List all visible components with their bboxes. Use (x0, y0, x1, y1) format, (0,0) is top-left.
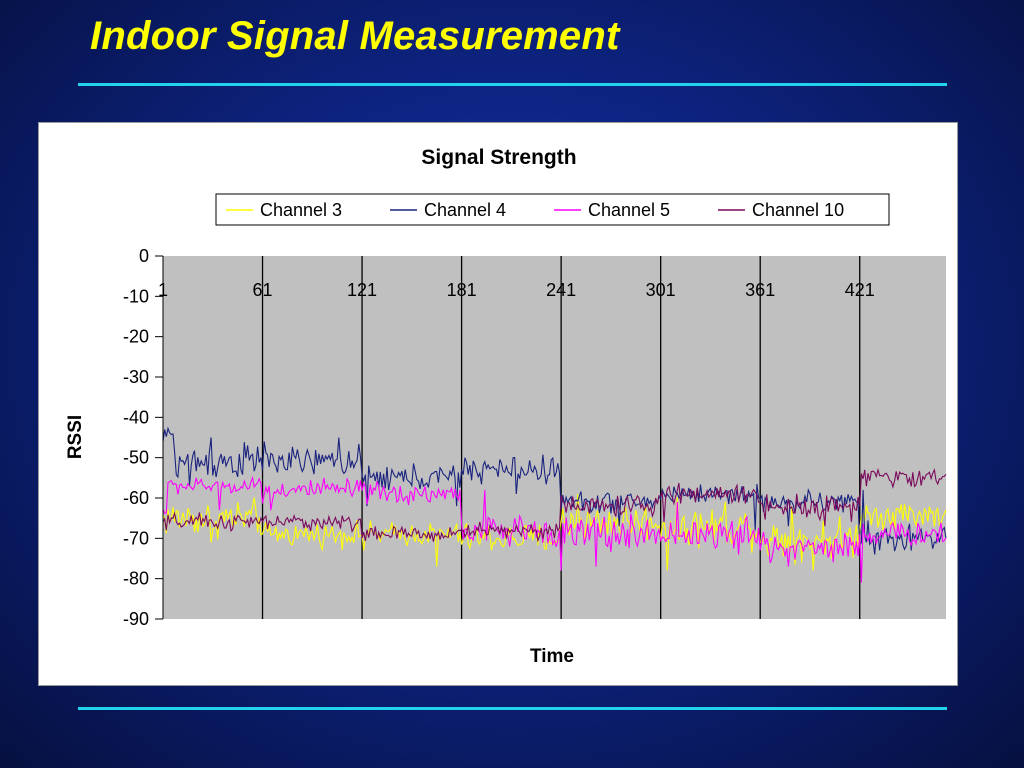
y-tick-label: -20 (123, 327, 149, 347)
series-line-channel-10 (162, 467, 947, 543)
legend-label: Channel 4 (424, 200, 506, 220)
y-tick-label: 0 (139, 246, 149, 266)
x-tick-label: 361 (745, 280, 775, 300)
y-tick-label: -80 (123, 569, 149, 589)
top-divider (78, 83, 947, 86)
x-tick-label: 121 (347, 280, 377, 300)
legend-label: Channel 3 (260, 200, 342, 220)
plot-area (163, 256, 946, 619)
y-tick-label: -70 (123, 528, 149, 548)
series-line-channel-3 (162, 493, 947, 571)
bottom-divider (78, 707, 947, 710)
x-tick-label: 301 (646, 280, 676, 300)
y-tick-label: -40 (123, 407, 149, 427)
legend-label: Channel 5 (588, 200, 670, 220)
legend: Channel 3 Channel 4 Channel 5 Channel 10 (215, 193, 890, 226)
slide-title: Indoor Signal Measurement (90, 14, 620, 58)
y-tick-label: -30 (123, 367, 149, 387)
x-tick-label: 61 (253, 280, 273, 300)
chart-title: Signal Strength (421, 146, 576, 169)
x-tick-label: 181 (447, 280, 477, 300)
x-tick-label: 421 (845, 280, 875, 300)
y-tick-label: -10 (123, 286, 149, 306)
x-axis-title: Time (530, 646, 574, 667)
y-tick-label: -50 (123, 448, 149, 468)
y-tick-label: -60 (123, 488, 149, 508)
legend-label: Channel 10 (752, 200, 844, 220)
series-line-channel-4 (162, 426, 947, 555)
x-tick-label: 241 (546, 280, 576, 300)
chart-panel: Signal Strength Channel 3 Channel 4 Channe… (38, 122, 958, 686)
series-line-channel-5 (162, 475, 947, 583)
y-tick-label: -90 (123, 609, 149, 629)
signal-strength-chart: Signal Strength Channel 3 Channel 4 Channe… (65, 146, 947, 667)
legend-box (215, 193, 890, 226)
y-axis-title: RSSI (65, 415, 86, 459)
